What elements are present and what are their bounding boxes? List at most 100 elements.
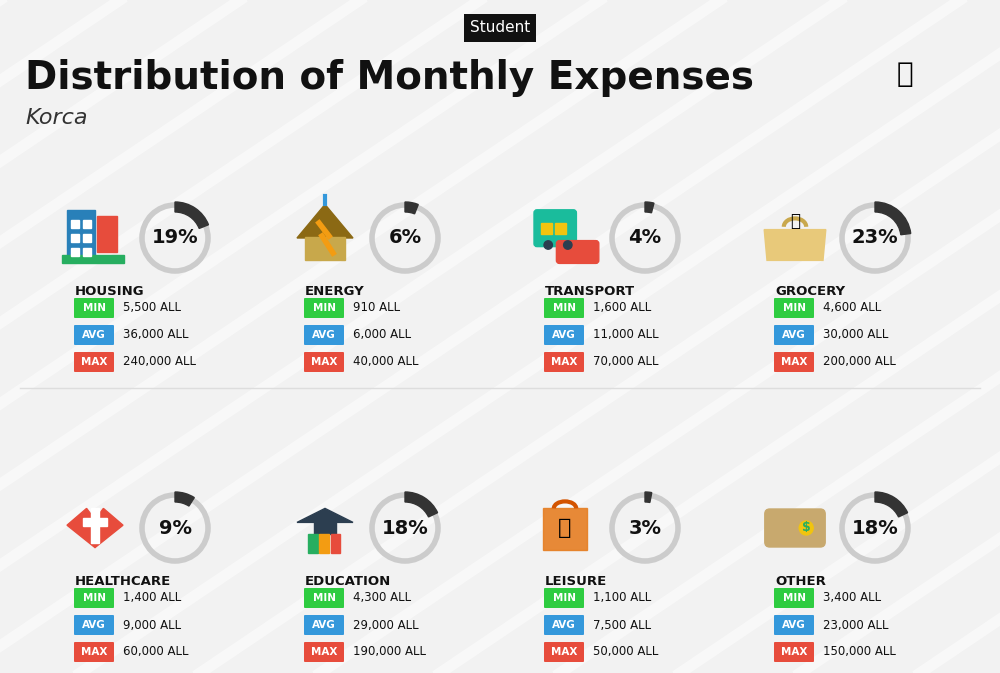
Text: HOUSING: HOUSING bbox=[75, 285, 145, 298]
Text: OTHER: OTHER bbox=[775, 575, 826, 588]
Wedge shape bbox=[175, 202, 208, 228]
Bar bbox=[83, 220, 91, 228]
Text: AVG: AVG bbox=[312, 330, 336, 340]
Text: MAX: MAX bbox=[81, 357, 107, 367]
Bar bbox=[555, 223, 566, 234]
Text: 3,400 ALL: 3,400 ALL bbox=[823, 592, 881, 604]
Text: 1,400 ALL: 1,400 ALL bbox=[123, 592, 181, 604]
Text: 18%: 18% bbox=[382, 518, 428, 538]
FancyBboxPatch shape bbox=[765, 509, 825, 547]
Wedge shape bbox=[405, 492, 438, 517]
Text: MIN: MIN bbox=[312, 593, 336, 603]
Text: 190,000 ALL: 190,000 ALL bbox=[353, 645, 426, 658]
Text: $: $ bbox=[802, 522, 811, 534]
Polygon shape bbox=[297, 205, 353, 238]
Wedge shape bbox=[645, 202, 654, 213]
Circle shape bbox=[544, 241, 552, 249]
Text: 🛍: 🛍 bbox=[558, 518, 572, 538]
Text: 🦅: 🦅 bbox=[897, 60, 913, 88]
Text: MIN: MIN bbox=[552, 303, 576, 313]
Text: 9%: 9% bbox=[158, 518, 192, 538]
FancyBboxPatch shape bbox=[544, 298, 584, 318]
FancyBboxPatch shape bbox=[304, 642, 344, 662]
Text: MIN: MIN bbox=[312, 303, 336, 313]
Text: 7,500 ALL: 7,500 ALL bbox=[593, 618, 651, 631]
Wedge shape bbox=[875, 492, 908, 517]
Text: 200,000 ALL: 200,000 ALL bbox=[823, 355, 896, 369]
Circle shape bbox=[564, 241, 572, 249]
Wedge shape bbox=[175, 492, 194, 506]
Text: LEISURE: LEISURE bbox=[545, 575, 607, 588]
Bar bbox=[71, 248, 79, 256]
Circle shape bbox=[799, 521, 813, 535]
FancyBboxPatch shape bbox=[304, 588, 344, 608]
Text: AVG: AVG bbox=[82, 620, 106, 630]
Bar bbox=[308, 534, 318, 553]
Text: 23,000 ALL: 23,000 ALL bbox=[823, 618, 889, 631]
Text: MAX: MAX bbox=[81, 647, 107, 657]
FancyBboxPatch shape bbox=[74, 642, 114, 662]
Text: MAX: MAX bbox=[551, 357, 577, 367]
Text: 40,000 ALL: 40,000 ALL bbox=[353, 355, 418, 369]
Polygon shape bbox=[297, 508, 353, 522]
Text: EDUCATION: EDUCATION bbox=[305, 575, 391, 588]
Text: MIN: MIN bbox=[783, 303, 806, 313]
Text: TRANSPORT: TRANSPORT bbox=[545, 285, 635, 298]
Text: AVG: AVG bbox=[552, 330, 576, 340]
Bar bbox=[319, 534, 329, 553]
FancyBboxPatch shape bbox=[74, 588, 114, 608]
Text: AVG: AVG bbox=[552, 620, 576, 630]
FancyBboxPatch shape bbox=[556, 241, 599, 263]
FancyBboxPatch shape bbox=[534, 210, 576, 246]
FancyBboxPatch shape bbox=[74, 352, 114, 372]
Text: MIN: MIN bbox=[552, 593, 576, 603]
Text: MAX: MAX bbox=[781, 357, 807, 367]
Text: MIN: MIN bbox=[82, 593, 106, 603]
Text: 60,000 ALL: 60,000 ALL bbox=[123, 645, 188, 658]
FancyBboxPatch shape bbox=[774, 298, 814, 318]
FancyBboxPatch shape bbox=[774, 325, 814, 345]
Text: MAX: MAX bbox=[781, 647, 807, 657]
FancyBboxPatch shape bbox=[74, 298, 114, 318]
FancyBboxPatch shape bbox=[74, 615, 114, 635]
Bar bbox=[71, 234, 79, 242]
Bar bbox=[543, 508, 587, 551]
FancyBboxPatch shape bbox=[304, 352, 344, 372]
Text: 70,000 ALL: 70,000 ALL bbox=[593, 355, 658, 369]
Text: 36,000 ALL: 36,000 ALL bbox=[123, 328, 188, 341]
Bar bbox=[67, 210, 95, 260]
FancyBboxPatch shape bbox=[544, 352, 584, 372]
FancyBboxPatch shape bbox=[544, 642, 584, 662]
Text: ENERGY: ENERGY bbox=[305, 285, 365, 298]
Bar bbox=[83, 248, 91, 256]
Text: 🥦: 🥦 bbox=[790, 212, 800, 230]
Text: Korca: Korca bbox=[25, 108, 88, 128]
Text: 18%: 18% bbox=[852, 518, 898, 538]
Bar bbox=[97, 215, 117, 252]
Text: 4%: 4% bbox=[628, 229, 662, 248]
Bar bbox=[305, 237, 345, 260]
Wedge shape bbox=[645, 492, 652, 503]
Bar bbox=[541, 223, 552, 234]
FancyBboxPatch shape bbox=[774, 588, 814, 608]
FancyBboxPatch shape bbox=[544, 588, 584, 608]
Text: Distribution of Monthly Expenses: Distribution of Monthly Expenses bbox=[25, 59, 754, 97]
FancyBboxPatch shape bbox=[304, 325, 344, 345]
Text: AVG: AVG bbox=[312, 620, 336, 630]
Text: MIN: MIN bbox=[783, 593, 806, 603]
Text: 19%: 19% bbox=[152, 229, 198, 248]
FancyBboxPatch shape bbox=[774, 352, 814, 372]
Polygon shape bbox=[67, 508, 123, 548]
Text: MAX: MAX bbox=[311, 647, 337, 657]
Text: 1,100 ALL: 1,100 ALL bbox=[593, 592, 651, 604]
Bar bbox=[314, 521, 336, 534]
Text: HEALTHCARE: HEALTHCARE bbox=[75, 575, 171, 588]
Text: MAX: MAX bbox=[551, 647, 577, 657]
FancyBboxPatch shape bbox=[74, 325, 114, 345]
Wedge shape bbox=[875, 202, 911, 235]
Text: 910 ALL: 910 ALL bbox=[353, 302, 400, 314]
Text: 29,000 ALL: 29,000 ALL bbox=[353, 618, 419, 631]
Text: MAX: MAX bbox=[311, 357, 337, 367]
FancyBboxPatch shape bbox=[544, 325, 584, 345]
Text: 1,600 ALL: 1,600 ALL bbox=[593, 302, 651, 314]
